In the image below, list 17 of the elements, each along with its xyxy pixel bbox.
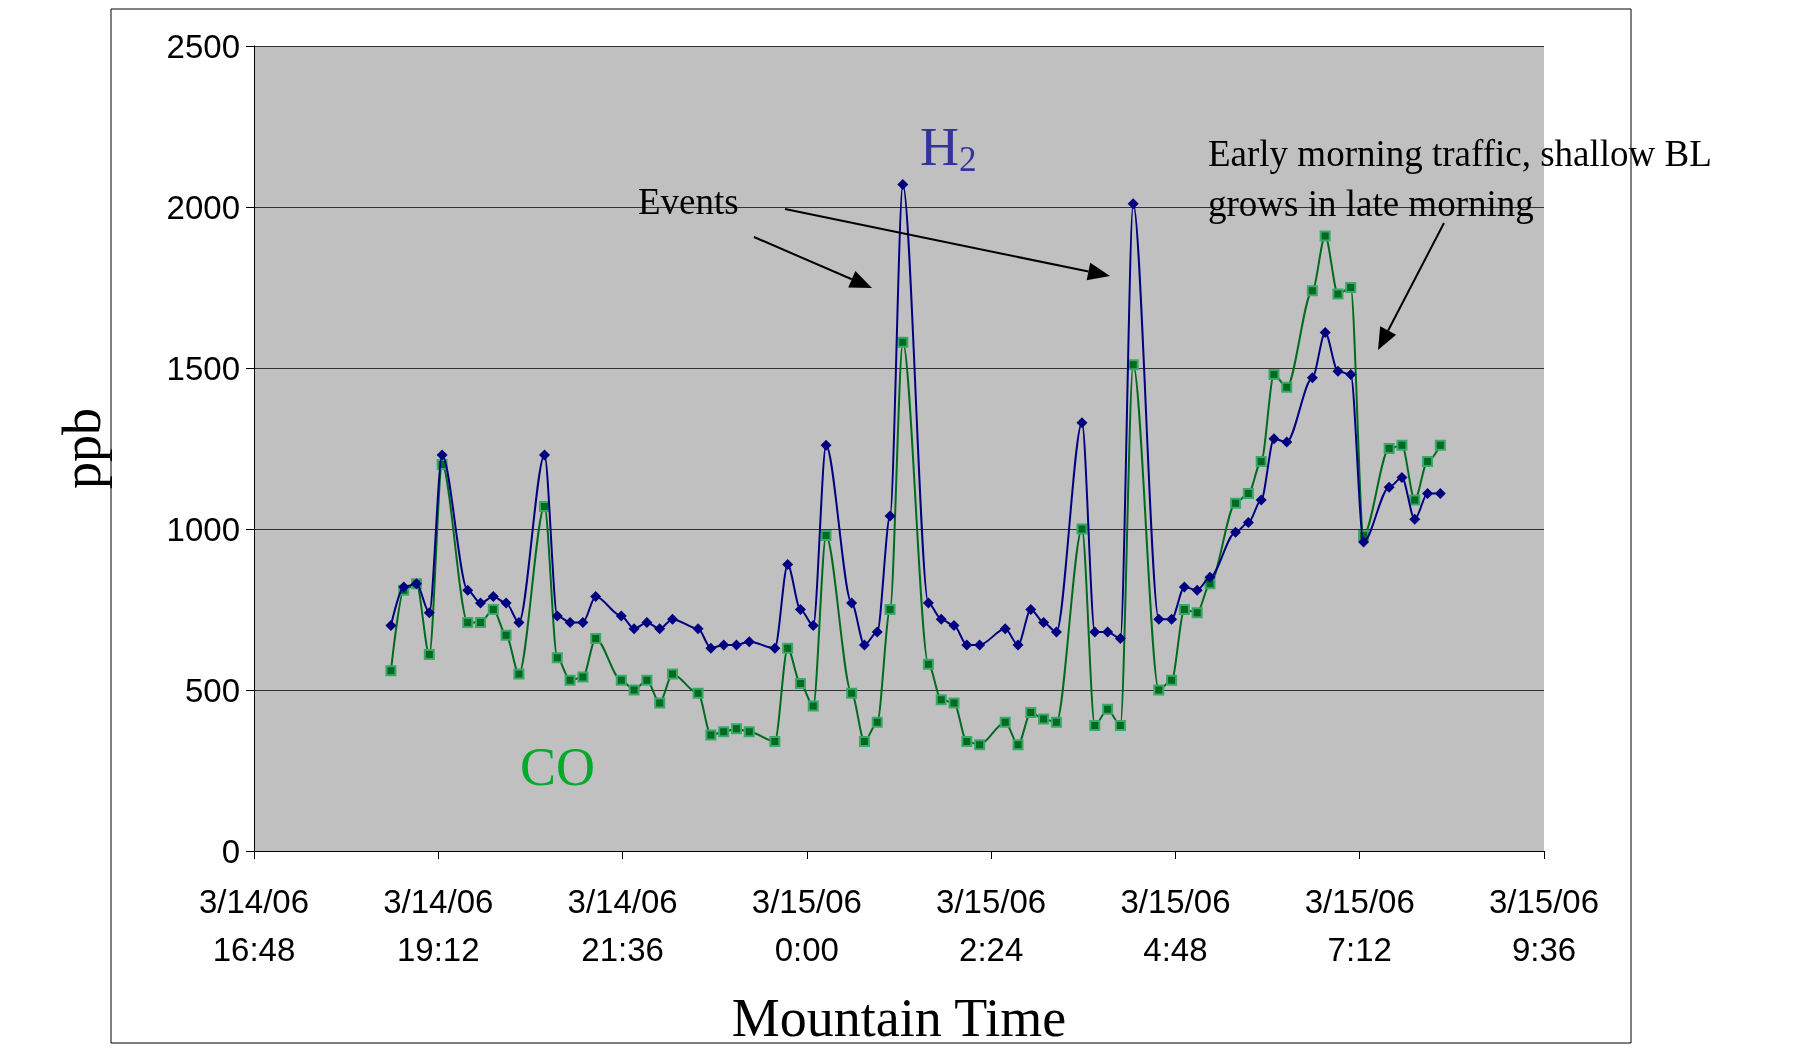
x-tick-label: 3/15/06 9:36 — [1488, 882, 1600, 968]
x-tick-label: 3/15/06 7:12 — [1304, 882, 1415, 968]
y-tick-label: 0 — [221, 832, 240, 870]
series-label: CO — [520, 737, 596, 797]
y-tick-label: 2000 — [166, 188, 240, 226]
x-tick-label: 3/14/06 19:12 — [383, 882, 494, 968]
x-tick-label: 3/15/06 0:00 — [751, 882, 862, 968]
y-tick-label: 1500 — [166, 349, 240, 387]
x-tick-label: 3/15/06 4:48 — [1120, 882, 1231, 968]
y-tick-label: 1000 — [166, 510, 240, 548]
y-tick-label: 2500 — [166, 27, 240, 65]
x-tick-label: 3/14/06 16:48 — [198, 882, 310, 968]
y-axis-title: ppb — [52, 408, 112, 489]
x-axis-title: Mountain Time — [731, 988, 1067, 1048]
x-tick-label: 3/14/06 21:36 — [567, 882, 678, 968]
y-tick-label: 500 — [184, 671, 240, 709]
x-tick-label: 3/15/06 2:24 — [936, 882, 1047, 968]
